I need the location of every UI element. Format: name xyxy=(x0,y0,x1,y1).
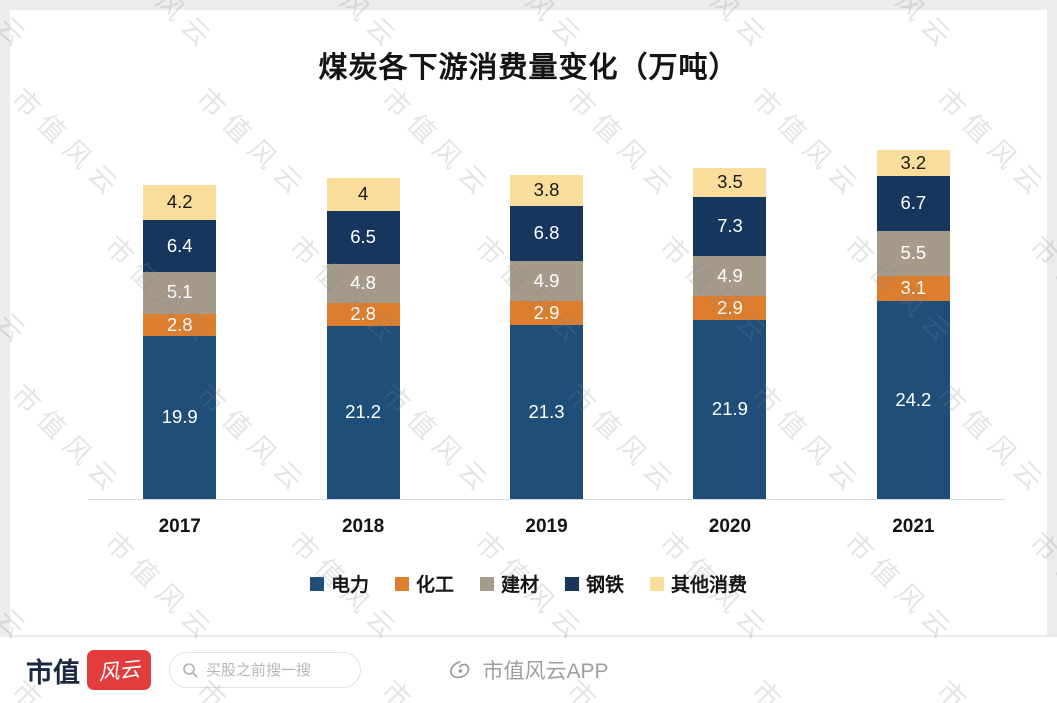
stacked-bar-2021: 3.2 6.7 5.5 3.1 24.2 xyxy=(876,150,950,499)
segment-建材: 5.5 xyxy=(876,231,950,276)
stacked-bar-plot: 4.2 6.4 5.1 2.8 19.9 4 6.5 4.8 2.8 21.2 3.8 6.8 4.9 2… xyxy=(88,118,1005,500)
legend-label: 钢铁 xyxy=(586,575,625,596)
x-axis-label-2019: 2019 xyxy=(525,516,568,537)
legend-swatch xyxy=(565,576,579,591)
brand-text: 市值 xyxy=(26,657,80,688)
segment-value-label: 2.9 xyxy=(533,301,560,323)
bar-slot-2021: 3.2 6.7 5.5 3.1 24.2 xyxy=(822,150,1005,499)
segment-钢铁: 6.4 xyxy=(143,219,217,272)
segment-钢铁: 6.5 xyxy=(326,210,400,264)
x-axis-label-2018: 2018 xyxy=(341,516,385,537)
segment-value-label: 4.8 xyxy=(350,272,376,294)
search-icon xyxy=(182,662,198,678)
segment-value-label: 6.7 xyxy=(900,192,927,214)
bar-slot-2018: 4 6.5 4.8 2.8 21.2 xyxy=(271,177,454,499)
x-axis-label-2020: 2020 xyxy=(708,516,752,537)
brand-logo: 风云 xyxy=(87,650,151,690)
footer-app-text: 市值风云APP xyxy=(482,660,609,683)
segment-value-label: 4 xyxy=(357,183,369,205)
segment-电力: 24.2 xyxy=(876,301,950,499)
segment-value-label: 7.3 xyxy=(717,215,743,237)
segment-value-label: 4.2 xyxy=(166,191,193,213)
segment-化工: 2.8 xyxy=(326,302,400,326)
segment-建材: 4.9 xyxy=(510,261,584,302)
legend-label: 其他消费 xyxy=(671,575,748,596)
legend-item-化工: 化工 xyxy=(394,570,454,597)
legend-swatch xyxy=(479,576,494,591)
x-axis-labels: 2017 2018 2019 2020 2021 xyxy=(88,500,1005,538)
segment-value-label: 6.8 xyxy=(533,222,560,244)
legend-item-其他消费: 其他消费 xyxy=(650,570,747,597)
segment-电力: 21.2 xyxy=(326,325,400,499)
chart-title: 煤炭各下游消费量变化（万吨） xyxy=(318,52,739,84)
chart-card: 煤炭各下游消费量变化（万吨） 4.2 6.4 5.1 2.8 19.9 4 6.5 4.8 2.… xyxy=(10,10,1047,635)
segment-其他消费: 3.8 xyxy=(510,174,584,206)
segment-value-label: 6.4 xyxy=(166,234,193,256)
bar-slot-2019: 3.8 6.8 4.9 2.9 21.3 xyxy=(455,174,638,499)
legend-label: 建材 xyxy=(500,575,539,596)
segment-化工: 2.9 xyxy=(510,301,584,325)
stacked-bar-2018: 4 6.5 4.8 2.8 21.2 xyxy=(326,177,400,499)
segment-value-label: 2.9 xyxy=(717,296,743,318)
segment-钢铁: 6.8 xyxy=(510,205,584,262)
segment-value-label: 24.2 xyxy=(895,388,932,410)
segment-value-label: 3.1 xyxy=(900,277,927,299)
legend-swatch xyxy=(650,576,665,591)
footer-bar: 市值 风云 市值风云APP xyxy=(0,637,1057,703)
segment-化工: 2.8 xyxy=(143,313,217,337)
legend-item-电力: 电力 xyxy=(309,570,369,597)
legend-swatch xyxy=(394,576,409,591)
legend-label: 化工 xyxy=(415,575,454,596)
footer-watermark: 市值风云APP xyxy=(448,655,609,685)
segment-value-label: 4.9 xyxy=(533,270,560,292)
weibo-icon xyxy=(448,659,474,681)
segment-value-label: 19.9 xyxy=(161,406,198,428)
stacked-bar-2020: 3.5 7.3 4.9 2.9 21.9 xyxy=(693,168,767,499)
search-input[interactable] xyxy=(206,661,346,679)
x-axis-label-2017: 2017 xyxy=(158,516,201,537)
stacked-bar-2019: 3.8 6.8 4.9 2.9 21.3 xyxy=(510,174,584,499)
segment-value-label: 3.2 xyxy=(900,152,927,173)
bar-slot-2020: 3.5 7.3 4.9 2.9 21.9 xyxy=(638,168,821,499)
segment-value-label: 5.1 xyxy=(166,281,193,303)
segment-value-label: 2.8 xyxy=(166,313,193,335)
legend-item-建材: 建材 xyxy=(479,570,539,597)
chart-legend: 电力 化工 建材 钢铁 其他消费 xyxy=(10,570,1047,597)
segment-value-label: 5.5 xyxy=(900,242,927,264)
segment-建材: 4.9 xyxy=(693,256,767,297)
segment-钢铁: 7.3 xyxy=(693,196,767,257)
segment-value-label: 3.5 xyxy=(717,171,743,193)
segment-建材: 5.1 xyxy=(143,271,217,314)
segment-value-label: 4.9 xyxy=(717,265,743,287)
segment-电力: 21.3 xyxy=(510,324,584,499)
segment-钢铁: 6.7 xyxy=(876,176,950,232)
segment-化工: 3.1 xyxy=(876,275,950,302)
brand-logo-text: 风云 xyxy=(96,656,142,686)
segment-value-label: 6.5 xyxy=(350,225,376,247)
segment-建材: 4.8 xyxy=(326,263,400,303)
x-axis-label-2021: 2021 xyxy=(892,516,935,537)
segment-其他消费: 3.5 xyxy=(693,168,767,197)
segment-其他消费: 4.2 xyxy=(143,185,217,220)
legend-swatch xyxy=(309,576,324,591)
segment-电力: 21.9 xyxy=(693,320,767,499)
segment-电力: 19.9 xyxy=(143,336,217,499)
segment-其他消费: 3.2 xyxy=(876,150,950,177)
segment-化工: 2.9 xyxy=(693,296,767,321)
segment-value-label: 3.8 xyxy=(533,178,560,200)
stacked-bar-2017: 4.2 6.4 5.1 2.8 19.9 xyxy=(143,185,217,499)
segment-value-label: 2.8 xyxy=(350,303,376,325)
bar-slot-2017: 4.2 6.4 5.1 2.8 19.9 xyxy=(88,185,271,499)
legend-label: 电力 xyxy=(330,575,369,596)
search-box[interactable] xyxy=(169,652,361,688)
segment-其他消费: 4 xyxy=(326,177,400,211)
segment-value-label: 21.2 xyxy=(345,401,382,423)
segment-value-label: 21.3 xyxy=(528,400,565,422)
segment-value-label: 21.9 xyxy=(711,398,748,420)
legend-item-钢铁: 钢铁 xyxy=(565,570,624,597)
